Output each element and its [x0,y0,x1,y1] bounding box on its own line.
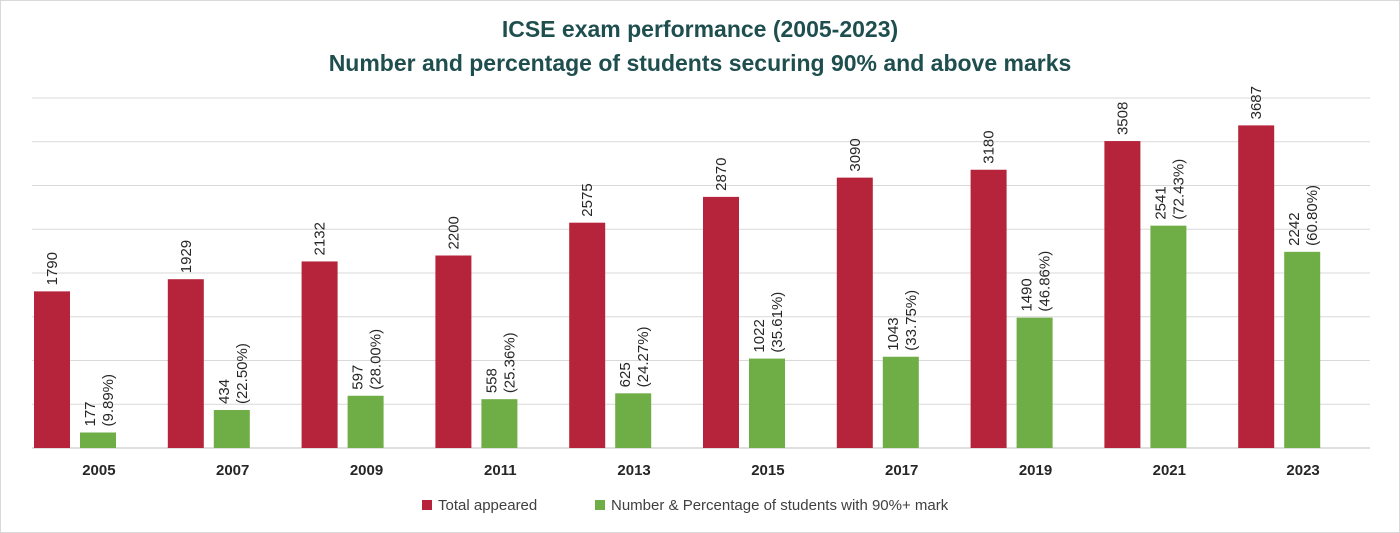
data-label-90-percent-share: (72.43%) [1170,159,1187,220]
bar-90-percent [615,393,652,448]
data-label-90-percent-count: 597 [350,365,367,390]
data-label-total-appeared: 2200 [445,216,462,249]
bar-total-appeared [836,177,873,448]
bar-90-percent [80,432,116,448]
data-label-total-appeared: 1790 [44,252,61,285]
x-tick-label: 2005 [82,462,115,479]
data-label-90-percent-share: (46.86%) [1037,251,1054,312]
x-tick-label: 2019 [1019,462,1052,479]
data-label-90-percent-count: 1043 [885,317,902,350]
bar-total-appeared [34,291,70,448]
bar-90-percent [882,356,919,448]
bar-90-percent [213,410,250,448]
bar-total-appeared [167,279,204,448]
x-tick-label: 2013 [617,462,650,479]
data-label-total-appeared: 3687 [1248,86,1265,119]
data-label-90-percent-count: 558 [483,368,500,393]
legend-item-90-percent: Number & Percentage of students with 90%… [595,494,948,516]
data-label-90-percent-share: (35.61%) [769,292,786,353]
legend-item-total-appeared: Total appeared [422,494,537,516]
data-label-90-percent-count: 625 [617,362,634,387]
x-tick-label: 2009 [350,462,383,479]
data-labels: 1790 177 (9.89%) 1929 434 (22.50%) 2132 597 (28.… [44,86,1321,427]
legend-label-total-appeared: Total appeared [438,496,538,514]
bar-90-percent [1016,317,1053,448]
x-axis-tick-labels: 2005 2007 2009 2011 2013 2015 2017 2019 2021 2023 [82,462,1320,479]
bar-90-percent [749,358,785,448]
legend-swatch-90-percent [595,500,605,510]
data-label-total-appeared: 3090 [847,138,864,171]
data-label-90-percent-count: 2242 [1286,212,1303,245]
bar-total-appeared [1238,125,1275,448]
x-tick-label: 2023 [1286,462,1319,479]
data-label-total-appeared: 2575 [579,183,596,216]
data-label-90-percent-share: (28.00%) [368,329,385,390]
data-label-total-appeared: 1929 [178,240,195,273]
x-tick-label: 2015 [751,462,784,479]
chart-title: ICSE exam performance (2005-2023) [501,16,899,42]
data-label-90-percent-share: (33.75%) [903,290,920,351]
bar-total-appeared [435,255,472,448]
data-label-90-percent-count: 1022 [751,319,768,352]
bar-total-appeared [970,169,1007,448]
data-label-90-percent-count: 434 [216,379,233,404]
data-label-total-appeared: 2870 [713,158,730,191]
data-label-90-percent-share: (25.36%) [501,332,518,393]
x-tick-label: 2007 [216,462,249,479]
x-tick-label: 2011 [484,462,517,479]
bar-total-appeared [569,222,606,448]
chart-subtitle: Number and percentage of students securi… [328,50,1072,76]
bars [34,125,1321,449]
data-label-90-percent-share: (24.27%) [635,326,652,387]
data-label-90-percent-count: 1490 [1019,278,1036,311]
data-label-90-percent-share: (9.89%) [100,374,117,427]
bar-total-appeared [703,196,739,448]
bar-total-appeared [301,261,338,448]
data-label-90-percent-count: 2541 [1152,186,1169,219]
data-label-total-appeared: 3508 [1114,102,1131,135]
data-label-total-appeared: 2132 [312,222,329,255]
x-tick-label: 2021 [1153,462,1186,479]
x-tick-label: 2017 [885,462,918,479]
bar-90-percent [481,399,518,448]
legend-label-90-percent: Number & Percentage of students with 90%… [611,496,949,514]
bar-90-percent [1284,251,1321,448]
data-label-90-percent-count: 177 [82,401,99,426]
data-label-90-percent-share: (22.50%) [234,343,251,404]
data-label-total-appeared: 3180 [981,130,998,163]
bar-90-percent [347,395,384,448]
bar-total-appeared [1104,141,1141,449]
bar-90-percent [1150,225,1187,448]
gridlines [32,97,1370,449]
legend-swatch-total-appeared [422,500,432,510]
data-label-90-percent-share: (60.80%) [1304,185,1321,246]
